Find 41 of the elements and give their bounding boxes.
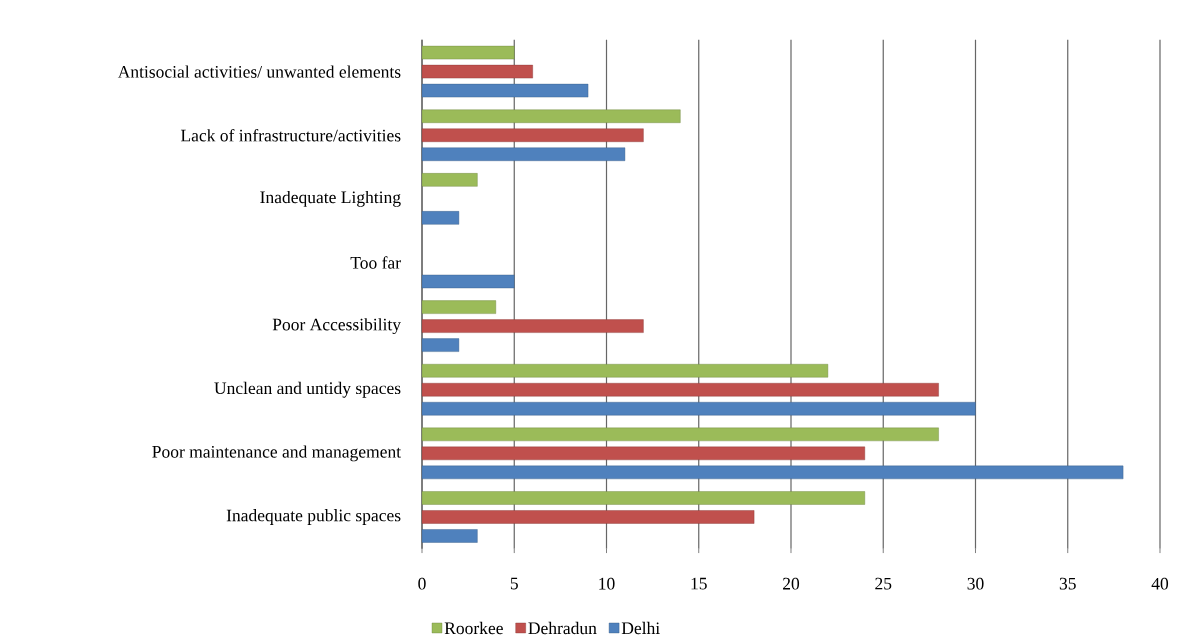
x-tick-label: 5 [510,577,518,590]
y-tick-label: Poor maintenance and management [152,445,401,462]
legend-label: Delhi [621,621,660,635]
legend-label: Dehradun [528,621,597,635]
bar [421,529,478,543]
bar [421,45,515,60]
x-tick-label: 15 [691,577,707,590]
y-tick-label: Inadequate Lighting [260,190,401,207]
y-tick-label: Too far [350,256,401,269]
y-tick-label: Unclean and untidy spaces [214,381,401,398]
y-tick-label: Poor Accessibility [272,318,401,335]
legend-label: Roorkee [444,621,503,635]
bar [421,109,681,123]
bar [421,383,939,397]
bar [421,402,976,416]
bar [421,427,939,442]
x-tick-label: 40 [1151,577,1169,590]
x-tick-label: 0 [418,577,426,590]
bar [421,510,755,524]
x-tick-label: 20 [783,577,800,590]
bar [421,446,865,461]
x-tick-label: 10 [599,577,615,590]
bar [421,300,496,314]
x-tick-label: 30 [967,577,984,590]
bar [421,173,478,187]
bar [421,128,644,142]
bar [421,83,589,98]
bar [421,338,460,352]
bar [421,319,644,333]
bar [421,211,460,225]
x-tick-label: 35 [1059,577,1076,590]
bar [421,64,533,79]
bar [421,147,626,161]
bar [421,491,865,505]
y-tick-label: Inadequate public spaces [226,509,401,525]
y-tick-label: Lack of infrastructure/activities [180,128,401,142]
bar [421,465,1124,480]
y-tick-label: Antisocial activities/ unwanted elements [117,65,401,78]
bar [421,364,829,378]
x-tick-label: 25 [875,577,892,590]
bar [421,274,515,289]
